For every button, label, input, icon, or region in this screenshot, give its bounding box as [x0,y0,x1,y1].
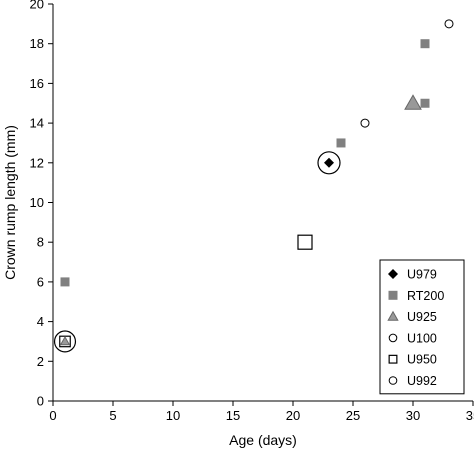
legend-label: U979 [407,268,437,282]
y-tick-label: 20 [30,0,44,12]
y-tick-label: 6 [37,274,44,289]
legend-label: U925 [407,310,437,324]
data-point [53,330,77,353]
legend: U979 RT200 U925 U100 U950 U992 [379,259,465,395]
data-point [297,234,313,250]
y-tick-label: 12 [30,155,44,170]
data-point [444,19,454,29]
legend-marker [388,354,398,364]
legend-marker [388,333,398,343]
data-point [336,138,346,148]
series-u950 [59,234,313,348]
data-point [59,336,71,346]
x-tick-label: 25 [346,408,360,423]
x-tick-label: 20 [286,408,300,423]
x-tick-label: 35 [466,408,474,423]
x-tick-label: 0 [49,408,56,423]
ticks: 0 5 10 15 20 25 30 35 0 2 4 6 8 10 12 14 16 18 20 [30,0,474,423]
data-point [60,277,70,287]
x-axis-title: Age (days) [229,432,297,448]
legend-label: U950 [407,353,437,367]
legend-box [379,259,465,395]
series-u992 [53,151,341,353]
data-point [420,98,430,108]
y-tick-label: 2 [37,354,44,369]
y-tick-label: 14 [30,116,44,131]
y-tick-label: 18 [30,36,44,51]
legend-label: U992 [407,374,437,388]
data-points [53,19,454,353]
data-point [404,94,422,110]
legend-label: RT200 [407,289,444,303]
y-tick-label: 10 [30,195,44,210]
series-rt200 [60,39,430,287]
legend-marker [388,290,398,300]
y-axis-title: Crown rump length (mm) [2,125,18,280]
legend-marker [388,376,398,385]
x-tick-label: 30 [406,408,420,423]
y-tick-label: 16 [30,76,44,91]
y-tick-label: 0 [37,394,44,409]
series-u100 [360,19,454,128]
data-point [317,151,341,175]
data-point [360,118,370,128]
x-tick-label: 10 [166,408,180,423]
y-tick-label: 4 [37,314,44,329]
x-tick-label: 15 [226,408,240,423]
series-u979 [324,157,334,168]
legend-marker [388,269,398,279]
legend-label: U100 [407,331,437,345]
y-tick-label: 8 [37,235,44,250]
legend-marker [387,310,399,321]
x-tick-label: 5 [109,408,116,423]
series-u925 [59,94,422,346]
data-point [324,157,334,168]
data-point [420,39,430,49]
